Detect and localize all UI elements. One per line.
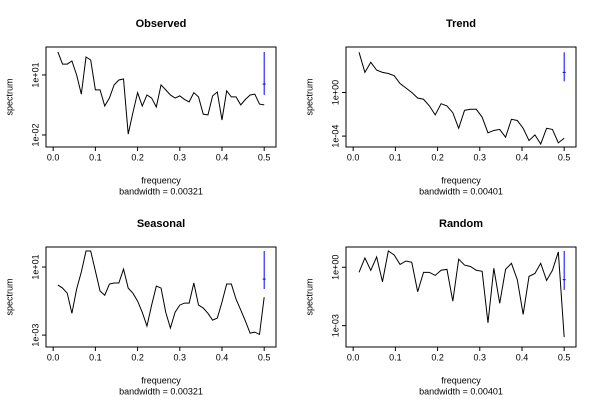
panel-title: Trend <box>446 18 476 30</box>
panel-title: Random <box>439 218 483 230</box>
y-tick-label: 1e+01 <box>30 254 40 279</box>
y-tick-label: 1e+00 <box>330 255 340 280</box>
y-tick-label: 1e+01 <box>30 62 40 87</box>
x-axis-label: frequency <box>441 375 481 385</box>
bandwidth-label: bandwidth = 0.00321 <box>119 186 203 196</box>
x-tick-label: 0.1 <box>89 352 102 362</box>
y-axis-label: spectrum <box>4 78 14 115</box>
plot-box <box>45 46 277 148</box>
x-tick-label: 0.5 <box>258 352 271 362</box>
panel: Observed 0.0 0.1 0.2 0.3 0.4 0.5 1e-02 1e+01 freq… <box>4 18 277 196</box>
x-tick-label: 0.1 <box>389 352 402 362</box>
x-tick-label: 0.4 <box>216 352 229 362</box>
x-tick-label: 0.5 <box>258 152 271 162</box>
x-tick-label: 0.5 <box>558 352 571 362</box>
x-tick-label: 0.0 <box>347 152 360 162</box>
y-tick-label: 1e-03 <box>30 324 40 347</box>
plot-box <box>345 46 577 148</box>
y-tick-label: 1e-04 <box>330 125 340 148</box>
x-tick-label: 0.1 <box>89 152 102 162</box>
y-tick-label: 1e+00 <box>330 80 340 105</box>
x-tick-label: 0.5 <box>558 152 571 162</box>
panel: Trend 0.0 0.1 0.2 0.3 0.4 0.5 1e-04 1e+00 frequen… <box>304 18 577 196</box>
x-tick-label: 0.2 <box>131 352 144 362</box>
bandwidth-label: bandwidth = 0.00401 <box>419 186 503 196</box>
x-tick-label: 0.4 <box>216 152 229 162</box>
panel-title: Seasonal <box>137 218 185 230</box>
spectrum-line <box>57 250 265 336</box>
x-axis-label: frequency <box>441 175 481 185</box>
x-tick-label: 0.3 <box>174 152 187 162</box>
panel: Random 0.0 0.1 0.2 0.3 0.4 0.5 1e-03 1e+00 freque… <box>304 218 577 396</box>
x-tick-label: 0.3 <box>474 152 487 162</box>
x-tick-label: 0.4 <box>516 152 529 162</box>
y-axis-label: spectrum <box>304 278 314 315</box>
y-axis-label: spectrum <box>4 278 14 315</box>
x-tick-label: 0.0 <box>47 152 60 162</box>
x-tick-label: 0.0 <box>347 352 360 362</box>
panel: Seasonal 0.0 0.1 0.2 0.3 0.4 0.5 1e-03 1e+01 freq… <box>4 218 277 396</box>
x-tick-label: 0.2 <box>431 152 444 162</box>
x-tick-label: 0.2 <box>131 152 144 162</box>
plot-box <box>345 246 577 348</box>
y-tick-label: 1e-02 <box>30 123 40 146</box>
spectrum-line <box>358 52 565 146</box>
x-tick-label: 0.2 <box>431 352 444 362</box>
x-tick-label: 0.1 <box>389 152 402 162</box>
x-axis-label: frequency <box>141 375 181 385</box>
spectrum-line <box>57 51 265 135</box>
x-tick-label: 0.0 <box>47 352 60 362</box>
x-tick-label: 0.3 <box>474 352 487 362</box>
x-tick-label: 0.4 <box>516 352 529 362</box>
y-axis-label: spectrum <box>304 78 314 115</box>
bandwidth-label: bandwidth = 0.00321 <box>119 386 203 396</box>
x-tick-label: 0.3 <box>174 352 187 362</box>
plot-box <box>45 246 277 348</box>
x-axis-label: frequency <box>141 175 181 185</box>
y-tick-label: 1e-03 <box>330 314 340 337</box>
spectrum-line <box>358 250 565 338</box>
bandwidth-label: bandwidth = 0.00401 <box>419 386 503 396</box>
panel-title: Observed <box>136 18 187 30</box>
